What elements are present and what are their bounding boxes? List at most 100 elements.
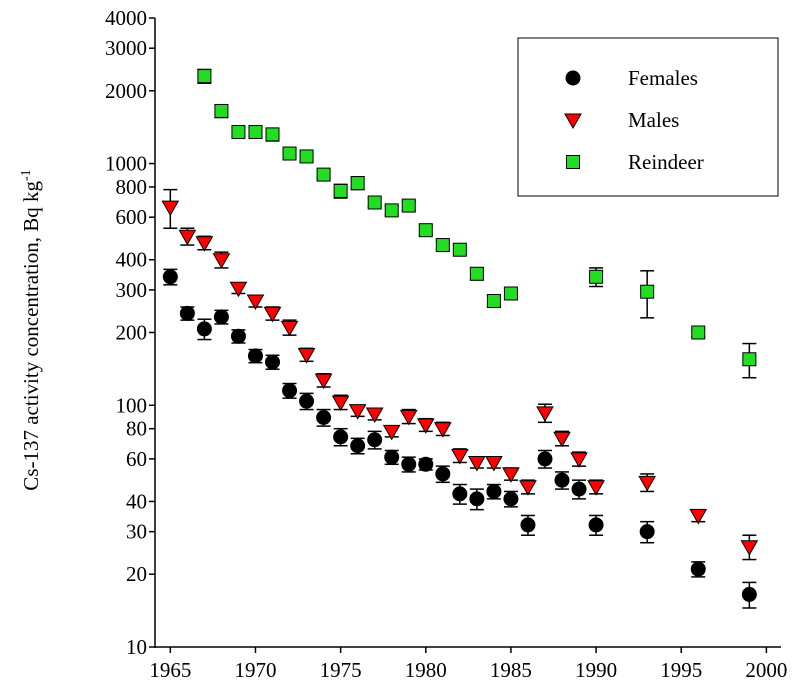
marker	[350, 438, 366, 454]
marker	[316, 167, 331, 182]
marker	[503, 491, 519, 507]
marker	[485, 455, 503, 472]
marker	[297, 348, 316, 364]
marker	[486, 483, 502, 499]
marker	[350, 176, 365, 191]
marker	[280, 320, 299, 337]
marker	[519, 480, 537, 496]
marker	[588, 517, 604, 533]
marker	[537, 451, 553, 467]
marker	[265, 354, 281, 370]
marker	[742, 352, 757, 367]
marker	[316, 410, 332, 426]
marker	[161, 200, 180, 217]
y-tick-label: 30	[126, 520, 147, 544]
marker	[348, 404, 367, 420]
marker	[265, 127, 280, 142]
marker	[401, 456, 417, 472]
marker	[639, 524, 655, 540]
y-tick-label: 600	[116, 205, 148, 229]
legend-label: Reindeer	[628, 150, 704, 174]
marker	[589, 269, 604, 284]
marker	[367, 432, 383, 448]
legend-label: Females	[628, 66, 698, 90]
marker	[248, 125, 263, 140]
marker	[229, 281, 248, 298]
y-tick-label: 20	[126, 562, 147, 586]
marker	[282, 383, 298, 399]
marker	[213, 309, 229, 325]
y-tick-label: 60	[126, 447, 147, 471]
marker	[367, 195, 382, 210]
marker	[638, 475, 657, 492]
y-tick-label: 4000	[105, 6, 147, 30]
marker	[384, 449, 400, 465]
marker	[282, 146, 297, 161]
y-tick-label: 300	[116, 278, 148, 302]
legend-box	[517, 37, 779, 197]
y-tick-label: 3000	[105, 36, 147, 60]
marker	[554, 472, 570, 488]
marker	[418, 456, 434, 472]
marker	[502, 467, 520, 483]
marker	[196, 321, 212, 337]
marker	[740, 540, 759, 556]
marker	[536, 406, 554, 422]
legend-marker	[566, 155, 580, 169]
marker	[401, 198, 416, 213]
marker	[382, 424, 401, 441]
marker	[384, 203, 399, 218]
y-tick-label: 1000	[105, 152, 147, 176]
y-tick-label: 800	[116, 175, 148, 199]
marker	[333, 183, 348, 198]
y-tick-label: 40	[126, 489, 147, 513]
marker	[178, 229, 197, 246]
y-tick-label: 10	[126, 635, 147, 659]
marker	[741, 586, 757, 602]
x-tick-label: 1980	[405, 658, 447, 682]
marker	[689, 508, 708, 525]
marker	[246, 294, 265, 311]
y-axis-title: Cs-137 activity concentration, Bq kg-1	[19, 169, 43, 490]
x-tick-label: 1985	[490, 658, 532, 682]
x-tick-label: 2000	[745, 658, 787, 682]
marker	[418, 223, 433, 238]
marker	[365, 407, 384, 424]
y-tick-label: 2000	[105, 79, 147, 103]
y-label: Cs-137 activity concentration, Bq kg	[19, 180, 43, 490]
marker	[197, 69, 212, 84]
marker	[469, 266, 484, 281]
marker	[399, 409, 418, 426]
marker	[571, 481, 587, 497]
marker	[520, 517, 536, 533]
x-tick-label: 1965	[149, 658, 191, 682]
marker	[247, 348, 263, 364]
y-tick-label: 200	[116, 321, 148, 345]
marker	[331, 395, 350, 412]
marker	[162, 269, 178, 285]
marker	[553, 431, 571, 448]
marker	[416, 418, 435, 434]
marker	[299, 149, 314, 164]
marker	[179, 305, 195, 321]
y-tick-label: 400	[116, 248, 148, 272]
marker	[314, 373, 333, 390]
legend-marker	[564, 113, 582, 130]
marker	[486, 293, 501, 308]
marker	[214, 103, 229, 118]
legend-marker	[565, 70, 581, 86]
marker	[195, 236, 214, 252]
marker	[468, 455, 486, 472]
marker	[230, 328, 246, 344]
x-tick-label: 1975	[320, 658, 362, 682]
marker	[450, 448, 469, 465]
y-tick-label: 80	[126, 417, 147, 441]
marker	[469, 491, 485, 507]
marker	[690, 561, 706, 577]
legend-label: Males	[628, 108, 679, 132]
x-tick-label: 1970	[234, 658, 276, 682]
marker	[231, 125, 246, 140]
marker	[435, 466, 451, 482]
marker	[433, 422, 452, 438]
y-tick-label: 100	[116, 393, 148, 417]
